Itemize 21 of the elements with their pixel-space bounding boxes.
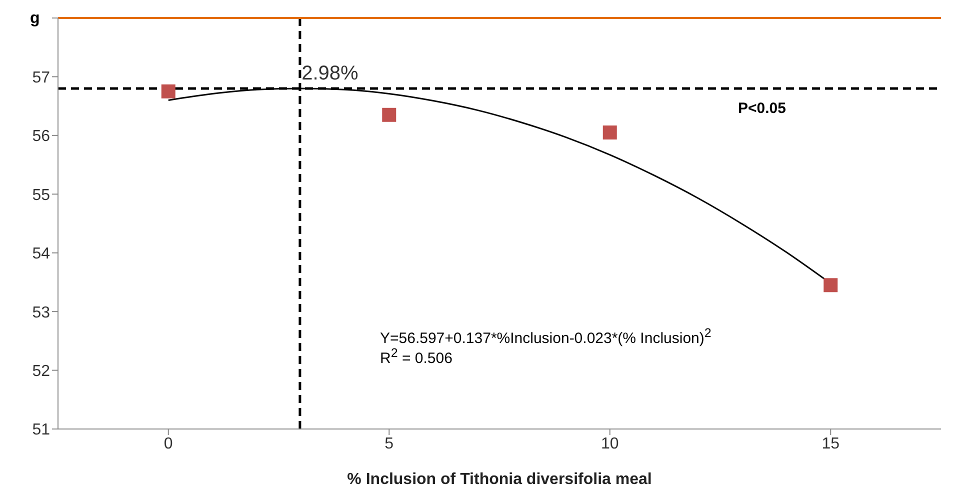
x-tick-label: 15 — [822, 435, 840, 452]
x-axis-title: % Inclusion of Tithonia diversifolia meal — [347, 471, 652, 488]
y-tick-label: 56 — [32, 128, 50, 146]
y-tick-label: 53 — [32, 304, 50, 322]
y-tick-label: 55 — [32, 186, 50, 204]
y-tick-label: 54 — [32, 246, 50, 263]
y-axis-title: g — [30, 10, 40, 28]
y-tick-label: 57 — [32, 69, 50, 86]
y-tick-label: 52 — [32, 362, 50, 380]
point — [382, 108, 396, 122]
x-tick-label: 5 — [384, 435, 394, 452]
y-tick-label: 51 — [32, 422, 50, 439]
x-tick-label: 10 — [600, 435, 619, 452]
point — [824, 278, 838, 292]
x-tick-label: 0 — [164, 435, 173, 452]
annotation: R$^{2}$ = 0.506 — [380, 346, 452, 367]
point — [602, 125, 617, 140]
annotation: Y=56.597+0.137*%Inclusion-0.023*(% Inclusion)$^{2}$ — [380, 326, 712, 347]
annotation: 2.98% — [302, 62, 359, 84]
annotation: P<0.05 — [738, 100, 786, 117]
point — [161, 84, 176, 98]
